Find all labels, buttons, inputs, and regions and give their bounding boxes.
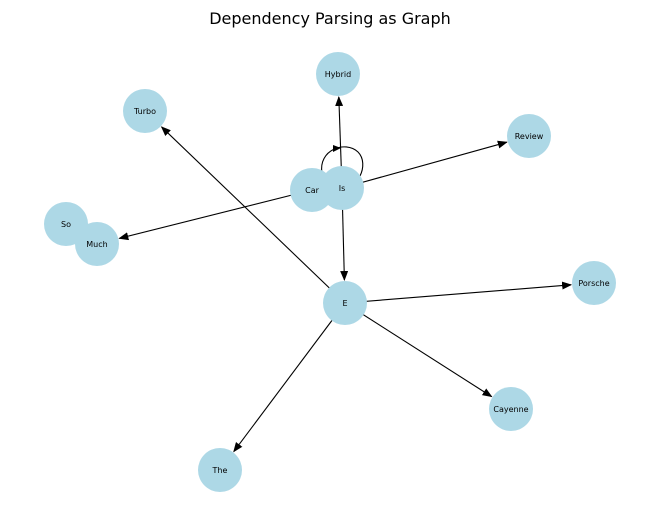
node-circle-review [507,114,551,158]
edge-car-much [118,189,313,241]
node-circle-the [198,448,242,492]
node-hybrid: Hybrid [316,52,360,96]
edge-is-review [341,140,508,189]
node-turbo: Turbo [123,89,167,133]
edges-layer [118,95,573,453]
node-e: E [323,281,367,325]
node-label-the: The [212,466,228,475]
node-review: Review [507,114,551,158]
node-label-hybrid: Hybrid [325,70,351,79]
node-is: Is [320,166,364,210]
node-the: The [198,448,242,492]
node-porsche: Porsche [572,261,616,305]
node-cayenne: Cayenne [489,387,533,431]
edge-loop-is [321,146,364,177]
edge-e-the [233,302,346,453]
node-circle-e [323,281,367,325]
edge-loop-is-arrowhead [333,145,341,152]
node-much: Much [75,222,119,266]
node-label-so: So [61,220,71,229]
edge-e-cayenne [344,302,493,398]
nodes-layer: Hybrid Turbo Review Car Is So Much E Porsche Caye… [44,52,616,492]
node-label-much: Much [86,240,107,249]
node-circle-turbo [123,89,167,133]
node-label-turbo: Turbo [133,107,156,116]
edge-e-turbo [160,126,346,304]
node-label-car: Car [305,186,319,195]
graph-title: Dependency Parsing as Graph [209,9,451,28]
edge-e-porsche [344,281,573,304]
node-label-review: Review [515,132,544,141]
node-circle-is [320,166,364,210]
node-label-is: Is [339,184,346,193]
node-label-e: E [342,299,347,308]
node-label-porsche: Porsche [578,279,609,288]
node-circle-cayenne [489,387,533,431]
node-circle-hybrid [316,52,360,96]
node-circle-porsche [572,261,616,305]
node-label-cayenne: Cayenne [493,405,528,414]
node-circle-much [75,222,119,266]
